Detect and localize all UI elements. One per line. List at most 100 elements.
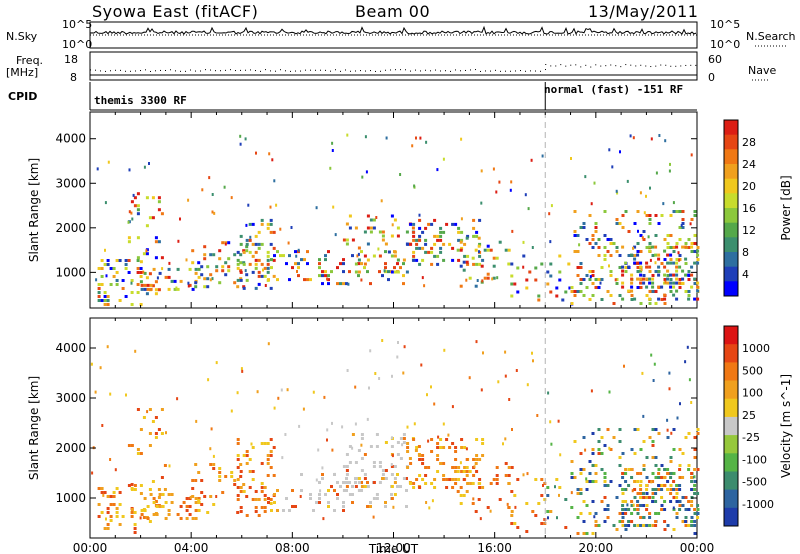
power-echo xyxy=(273,254,276,258)
velocity-echo xyxy=(636,512,640,515)
velocity-echo xyxy=(413,422,416,426)
velocity-echo xyxy=(106,523,110,526)
power-echo xyxy=(522,265,525,269)
velocity-echo xyxy=(660,508,664,511)
velocity-echo xyxy=(345,469,349,472)
velocity-echo xyxy=(690,524,694,527)
power-echo xyxy=(663,258,667,261)
velocity-echo xyxy=(323,395,326,399)
x-tick-label: 00:00 xyxy=(680,541,715,554)
power-echo xyxy=(648,281,652,285)
velocity-echo xyxy=(351,446,354,450)
power-echo xyxy=(591,234,595,237)
velocity-echo xyxy=(621,520,625,523)
velocity-echo xyxy=(537,502,541,505)
velocity-echo xyxy=(414,449,418,452)
power-echo xyxy=(481,279,484,283)
velocity-echo xyxy=(630,500,634,503)
velocity-echo xyxy=(663,484,667,487)
velocity-echo xyxy=(439,462,443,465)
power-echo xyxy=(218,249,222,253)
velocity-echo xyxy=(639,484,643,487)
power-echo xyxy=(678,265,682,269)
power-echo xyxy=(478,250,480,254)
power-echo xyxy=(630,253,634,257)
power-echo xyxy=(687,270,691,273)
velocity-echo xyxy=(591,448,595,451)
power-echo xyxy=(191,261,195,265)
nave-point xyxy=(150,70,151,72)
velocity-echo xyxy=(471,482,475,485)
power-echo xyxy=(639,277,643,281)
power-echo xyxy=(203,257,207,261)
power-echo xyxy=(483,248,487,252)
velocity-echo xyxy=(531,351,533,355)
power-echo xyxy=(402,258,406,262)
velocity-echo xyxy=(495,474,499,477)
nsky-label: N.Sky xyxy=(6,30,38,43)
power-echo xyxy=(606,290,610,293)
velocity-echo xyxy=(381,469,385,472)
velocity-echo xyxy=(206,511,210,514)
velocity-echo xyxy=(645,476,649,479)
power-echo xyxy=(585,274,589,277)
velocity-echo xyxy=(576,516,580,519)
power-echo xyxy=(654,253,658,257)
power-echo xyxy=(143,283,147,287)
power-echo xyxy=(330,270,333,274)
power-echo xyxy=(451,246,455,250)
velocity-echo xyxy=(678,448,682,451)
velocity-echo xyxy=(233,483,237,486)
power-echo xyxy=(675,269,679,273)
power-echo xyxy=(263,266,267,270)
velocity-echo xyxy=(475,438,479,441)
nave-point xyxy=(575,64,577,66)
velocity-echo xyxy=(375,433,379,436)
power-echo xyxy=(525,286,529,290)
velocity-echo xyxy=(639,524,643,527)
power-echo xyxy=(149,283,153,287)
velocity-echo xyxy=(576,532,580,535)
power-echo xyxy=(118,259,122,262)
power-echo xyxy=(100,299,104,302)
nave-point xyxy=(390,69,391,71)
velocity-echo xyxy=(342,501,345,504)
power-echo xyxy=(573,294,577,297)
nave-point xyxy=(170,69,171,71)
power-echo xyxy=(621,214,625,217)
velocity-echo xyxy=(294,505,297,508)
power-echo xyxy=(366,214,370,218)
velocity-echo xyxy=(482,351,484,355)
velocity-echo xyxy=(654,492,658,495)
power-echo xyxy=(548,212,551,216)
velocity-echo xyxy=(372,465,376,468)
velocity-echo xyxy=(248,486,252,489)
velocity-echo xyxy=(678,464,682,467)
nsearch-tick-top: 10^5 xyxy=(710,18,741,31)
velocity-echo xyxy=(645,496,649,499)
power-echo xyxy=(672,273,676,277)
velocity-echo xyxy=(642,516,646,519)
power-echo xyxy=(154,292,158,296)
velocity-echo xyxy=(684,508,688,511)
power-echo xyxy=(582,222,586,225)
velocity-echo xyxy=(534,478,538,481)
power-echo xyxy=(140,287,144,291)
power-echo xyxy=(158,271,162,275)
power-echo xyxy=(387,250,391,254)
power-echo xyxy=(381,234,385,238)
power-echo xyxy=(633,254,637,257)
power-echo xyxy=(324,270,327,274)
power-echo xyxy=(573,250,577,253)
velocity-echo xyxy=(397,341,399,344)
velocity-echo xyxy=(621,516,625,519)
velocity-echo xyxy=(630,448,634,451)
power-echo xyxy=(145,249,148,253)
velocity-echo xyxy=(157,496,161,499)
velocity-echo xyxy=(391,454,394,458)
velocity-echo xyxy=(267,501,270,504)
velocity-echo xyxy=(272,474,276,477)
power-echo xyxy=(645,277,649,281)
power-echo xyxy=(669,261,673,265)
power-echo xyxy=(257,246,261,250)
